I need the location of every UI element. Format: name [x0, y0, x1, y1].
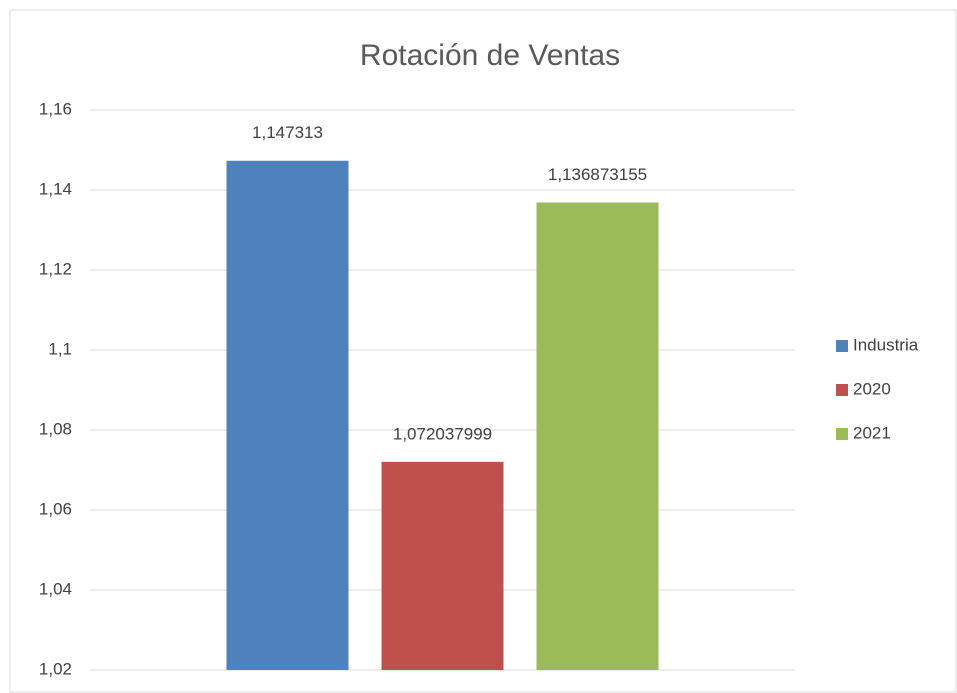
- legend-swatch: [836, 428, 848, 440]
- bar: [226, 160, 349, 671]
- chart-title: Rotación de Ventas: [360, 39, 620, 72]
- y-tick-label: 1,14: [39, 179, 72, 198]
- y-tick-label: 1,1: [48, 339, 72, 358]
- data-label: 1,136873155: [548, 165, 647, 184]
- y-tick-label: 1,02: [39, 659, 72, 678]
- legend-swatch: [836, 384, 848, 396]
- legend-label: Industria: [853, 335, 919, 354]
- y-tick-label: 1,08: [39, 419, 72, 438]
- data-label: 1,147313: [252, 123, 323, 142]
- legend-swatch: [836, 340, 848, 352]
- y-tick-label: 1,04: [39, 579, 72, 598]
- legend-label: 2021: [853, 423, 891, 442]
- y-tick-label: 1,16: [39, 99, 72, 118]
- data-label: 1,072037999: [393, 424, 492, 443]
- y-tick-label: 1,06: [39, 499, 72, 518]
- bar: [536, 202, 659, 670]
- bar: [381, 461, 504, 670]
- legend-label: 2020: [853, 379, 891, 398]
- y-tick-label: 1,12: [39, 259, 72, 278]
